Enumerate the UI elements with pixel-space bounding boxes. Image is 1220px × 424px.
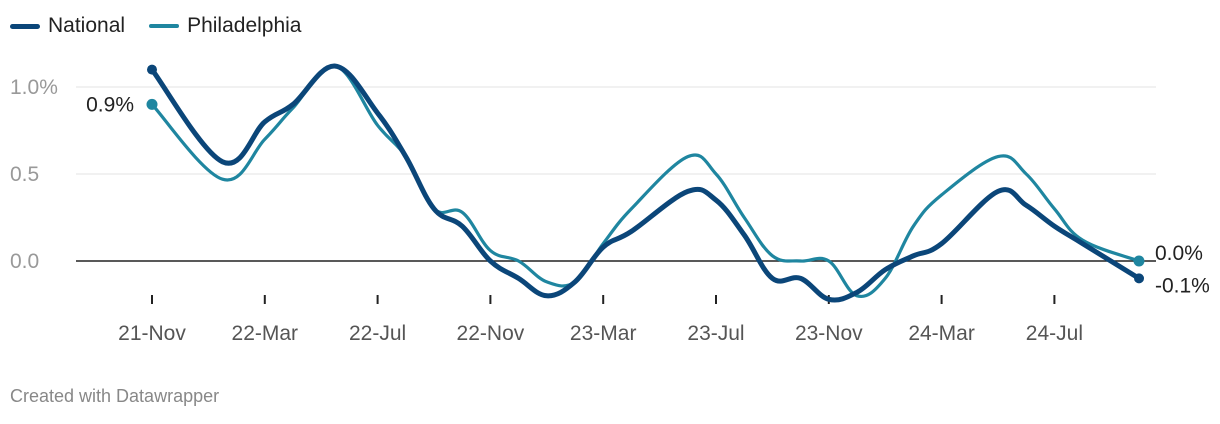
legend-swatch-philadelphia <box>149 24 180 28</box>
y-tick-label: 0.5 <box>10 163 39 186</box>
x-tick-label: 22-Jul <box>349 322 406 345</box>
x-tick-label: 23-Jul <box>687 322 744 345</box>
line-chart: 1.0% 0.5 0.0 21-Nov 22-Mar 22-Jul 22-Nov 23-Mar… <box>10 63 1210 345</box>
footer-credit: Created with Datawrapper <box>10 386 220 406</box>
y-tick-label: 1.0% <box>10 76 58 99</box>
x-tick-label: 24-Mar <box>908 322 975 345</box>
legend-item-philadelphia[interactable]: Philadelphia <box>149 14 302 38</box>
end-point-national <box>1134 273 1144 284</box>
y-tick-label: 0.0 <box>10 250 39 273</box>
series-line-philadelphia <box>150 64 1141 299</box>
x-tick-label: 22-Nov <box>457 322 525 345</box>
end-point-philadelphia <box>1133 255 1145 267</box>
x-tick-label: 21-Nov <box>118 322 186 345</box>
x-tick-label: 23-Mar <box>570 322 637 345</box>
start-point-philadelphia <box>146 98 158 110</box>
legend: National Philadelphia <box>10 14 302 38</box>
x-tick-label: 24-Jul <box>1026 322 1083 345</box>
x-tick-label: 23-Nov <box>795 322 863 345</box>
end-label-philadelphia: 0.0% <box>1155 242 1203 265</box>
start-point-national <box>147 64 157 75</box>
start-label-philadelphia: 0.9% <box>86 93 134 116</box>
legend-swatch-national <box>10 23 40 29</box>
legend-item-national[interactable]: National <box>10 14 125 38</box>
legend-label-national: National <box>48 14 126 37</box>
x-tick-label: 22-Mar <box>232 322 299 345</box>
end-label-national: -0.1% <box>1155 274 1210 297</box>
series-line-national <box>149 63 1142 303</box>
legend-label-philadelphia: Philadelphia <box>187 14 302 37</box>
